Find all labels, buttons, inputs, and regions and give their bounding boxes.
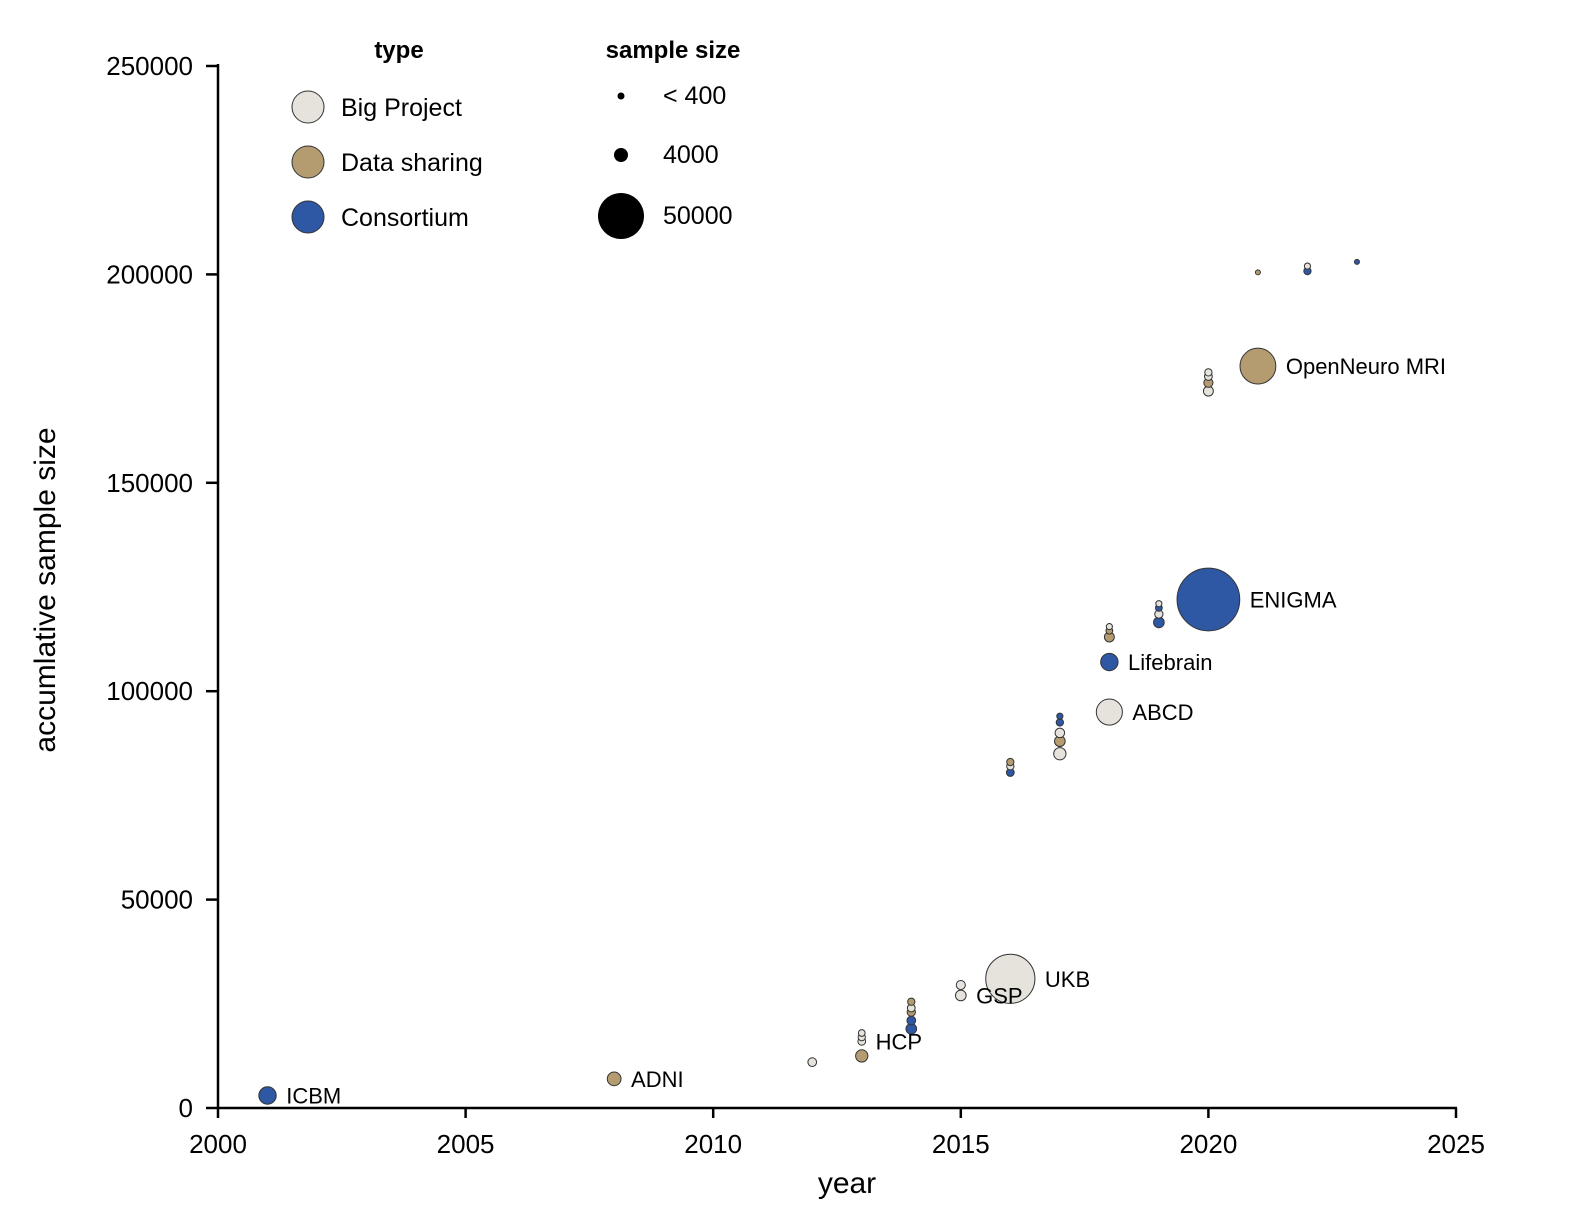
data-point-6	[857, 1029, 866, 1037]
y-tick-label-50000: 50000	[121, 885, 193, 915]
legend-size-label-1: 4000	[663, 141, 719, 169]
annotation-abcd: ABCD	[1132, 700, 1193, 725]
data-point-40	[1303, 262, 1312, 270]
data-point-8	[906, 1015, 917, 1026]
data-point-38	[1254, 269, 1261, 276]
data-point-enigma	[1176, 567, 1241, 632]
legend-swatch-big-project	[291, 90, 325, 124]
data-point-adni	[606, 1071, 622, 1087]
annotation-lifebrain: Lifebrain	[1128, 650, 1212, 675]
legend-size-label-2: 50000	[663, 202, 733, 230]
legend-label-data-sharing: Data sharing	[341, 149, 483, 177]
annotation-openneuro-mri: OpenNeuro MRI	[1286, 354, 1446, 379]
x-tick-label-2000: 2000	[189, 1129, 247, 1159]
y-tick-label-250000: 250000	[106, 51, 193, 81]
legend-type-title: type	[374, 37, 423, 64]
y-axis-title: accumlative sample size	[29, 427, 62, 752]
x-axis-title: year	[818, 1167, 876, 1200]
data-point-3	[855, 1049, 869, 1063]
annotation-gsp: GSP	[976, 983, 1022, 1008]
x-tick-label-2015: 2015	[932, 1129, 990, 1159]
y-tick-label-150000: 150000	[106, 468, 193, 498]
data-point-openneuro-mri	[1239, 347, 1277, 385]
legend-size-label-0: < 400	[663, 82, 726, 110]
y-ticks: 0 50000 100000 150000 200000 250000	[106, 51, 218, 1123]
annotation-enigma: ENIGMA	[1250, 588, 1337, 613]
data-point-11	[907, 997, 916, 1006]
data-points	[258, 258, 1360, 1105]
axes: 2000 2005 2010 2015 2020 2025 0 50000 100000 150…	[29, 51, 1485, 1200]
data-point-ukb	[985, 953, 1036, 1004]
point-annotations: ENIGMA UKB OpenNeuro MRI ABCD ICBM Lifebrain A…	[286, 354, 1446, 1108]
data-point-gsp	[954, 989, 967, 1002]
legend-type: type Big Project Data sharing Consortium	[291, 37, 483, 234]
data-point-2	[807, 1057, 818, 1068]
legend-size-marker-1	[614, 148, 628, 162]
data-point-22	[1056, 712, 1064, 720]
x-ticks: 2000 2005 2010 2015 2020 2025	[189, 1108, 1485, 1159]
data-point-18	[1053, 747, 1067, 761]
legend-size: sample size < 400 4000 50000	[598, 37, 740, 239]
data-point-icbm	[258, 1086, 277, 1105]
data-point-abcd	[1095, 698, 1123, 726]
legend-swatch-data-sharing	[291, 145, 325, 179]
annotation-adni: ADNI	[631, 1067, 684, 1092]
data-point-36	[1204, 368, 1213, 377]
data-point-20	[1054, 727, 1066, 739]
data-point-13	[955, 979, 966, 991]
x-tick-label-2010: 2010	[684, 1129, 742, 1159]
annotation-icbm: ICBM	[286, 1083, 341, 1108]
data-point-27	[1105, 623, 1113, 631]
data-point-31	[1155, 600, 1163, 608]
y-tick-label-100000: 100000	[106, 676, 193, 706]
legend-size-marker-2	[598, 193, 644, 239]
x-tick-label-2025: 2025	[1427, 1129, 1485, 1159]
legend-size-marker-0	[617, 92, 625, 100]
annotation-hcp: HCP	[876, 1029, 922, 1054]
legend-size-title: sample size	[606, 37, 741, 64]
annotation-ukb: UKB	[1045, 967, 1090, 992]
legend-label-big-project: Big Project	[341, 94, 462, 122]
y-tick-label-0: 0	[179, 1093, 193, 1123]
data-point-lifebrain	[1100, 652, 1119, 672]
x-tick-label-2020: 2020	[1179, 1129, 1237, 1159]
y-tick-label-200000: 200000	[106, 259, 193, 289]
data-point-41	[1353, 258, 1360, 265]
legend-label-consortium: Consortium	[341, 204, 469, 232]
x-tick-label-2005: 2005	[437, 1129, 495, 1159]
data-point-21	[1055, 718, 1064, 727]
data-point-17	[1006, 757, 1015, 767]
legend-swatch-consortium	[291, 200, 325, 234]
